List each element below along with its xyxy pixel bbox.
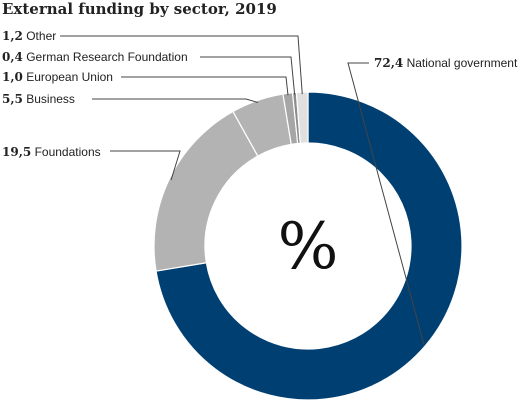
slice-value: 5,5 <box>2 92 23 106</box>
slice-name: Foundations <box>31 145 100 159</box>
slice-other <box>295 91 309 144</box>
slice-label: 72,4 National government <box>374 56 518 70</box>
slice-name: European Union <box>23 70 113 84</box>
leader-line <box>200 56 296 95</box>
slice-value: 0,4 <box>2 50 23 64</box>
slice-name: Other <box>23 29 56 43</box>
chart-title: External funding by sector, 2019 <box>2 0 277 18</box>
leader-line <box>347 62 425 345</box>
leader-line <box>110 150 181 181</box>
slices-group <box>153 91 463 401</box>
slice-foundations <box>153 110 259 272</box>
slice-name: National government <box>403 56 518 70</box>
slice-value: 72,4 <box>374 56 403 70</box>
leader-line <box>92 98 259 103</box>
leader-line <box>60 35 303 95</box>
slice-label: 1,0 European Union <box>2 70 113 84</box>
unit-label: % <box>278 210 339 284</box>
slice-label: 0,4 German Research Foundation <box>2 50 188 64</box>
slice-value: 1,0 <box>2 70 23 84</box>
slice-national-government <box>155 91 463 401</box>
slice-name: German Research Foundation <box>23 50 188 64</box>
slice-label: 1,2 Other <box>2 29 56 43</box>
slice-name: Business <box>23 92 75 106</box>
slice-label: 19,5 Foundations <box>2 145 101 159</box>
slice-value: 19,5 <box>2 145 31 159</box>
slice-label: 5,5 Business <box>2 92 75 106</box>
slice-labels-group: 72,4 National government 19,5 Foundations… <box>2 29 518 159</box>
slice-value: 1,2 <box>2 29 23 43</box>
leader-lines-group <box>60 35 425 345</box>
leader-line <box>121 76 289 96</box>
